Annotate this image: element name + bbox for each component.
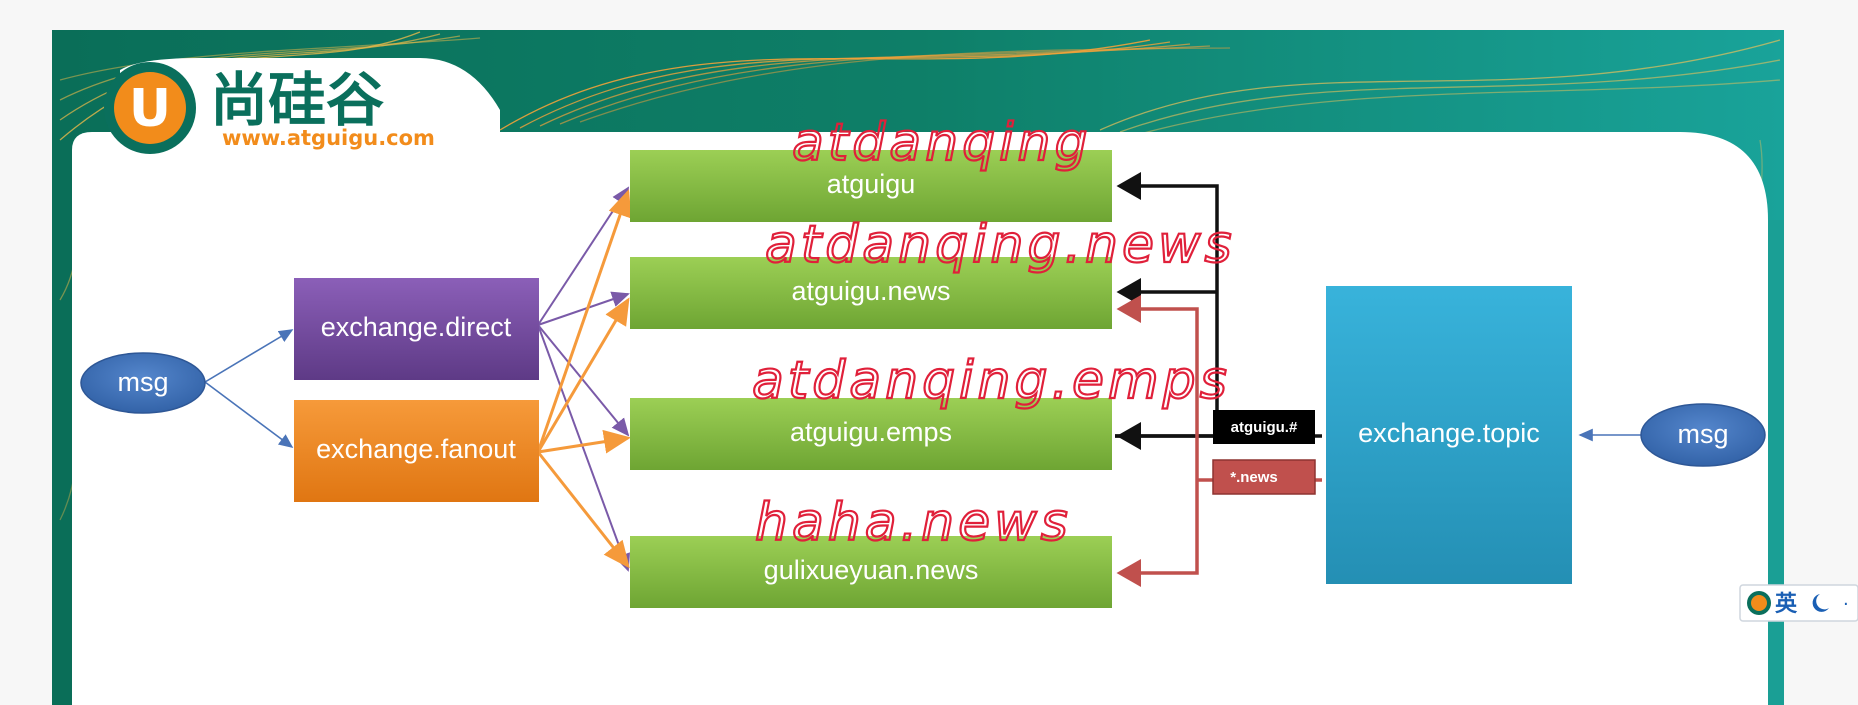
edges-fanout	[536, 189, 632, 569]
queue-atguigu-news: atguigu.news	[630, 257, 1112, 329]
logo-chinese-name: 尚硅谷	[210, 66, 384, 134]
logo-badge-letter: U	[129, 79, 171, 139]
binding-tag-label: atguigu.#	[1231, 419, 1298, 436]
exchange-direct-node: exchange.direct	[294, 278, 539, 380]
queue-label: atguigu.emps	[790, 417, 952, 447]
exchange-fanout-label: exchange.fanout	[316, 434, 516, 464]
exchange-fanout-node: exchange.fanout	[294, 400, 539, 502]
handwritten-annotations: atdanqing atdanqing.news atdanqing.emps …	[751, 112, 1236, 554]
exchange-topic-node: exchange.topic	[1326, 286, 1572, 584]
queue-label: atguigu	[827, 169, 916, 199]
annotation-haha-news: haha.news	[755, 493, 1072, 553]
binding-tag-star-news: *.news	[1212, 459, 1316, 495]
binding-tag-label: *.news	[1230, 469, 1278, 486]
annotation-atdanqing-news: atdanqing.news	[765, 215, 1236, 275]
ime-language-label: 英	[1775, 592, 1798, 617]
ime-overflow-icon: ·	[1843, 594, 1849, 615]
exchange-topic-label: exchange.topic	[1358, 418, 1540, 448]
exchange-direct-label: exchange.direct	[321, 312, 512, 342]
queue-atguigu: atguigu	[630, 150, 1112, 222]
queue-label: atguigu.news	[791, 276, 950, 306]
annotation-atdanqing: atdanqing	[792, 113, 1092, 173]
queue-gulixueyuan-news: gulixueyuan.news	[630, 536, 1112, 608]
edges-msg-left	[204, 329, 294, 448]
atguigu-logo: U 尚硅谷 www.atguigu.com	[104, 58, 500, 154]
logo-url: www.atguigu.com	[222, 126, 435, 150]
binding-tag-atguigu-hash: atguigu.#	[1213, 410, 1315, 444]
annotation-atdanqing-emps: atdanqing.emps	[752, 351, 1231, 411]
msg-left-label: msg	[117, 367, 168, 397]
queue-atguigu-emps: atguigu.emps	[630, 398, 1112, 470]
ime-indicator[interactable]: 英 ·	[1739, 584, 1858, 622]
msg-left-node: msg	[80, 352, 206, 414]
moon-icon	[1812, 594, 1829, 612]
msg-right-label: msg	[1677, 419, 1728, 449]
msg-right-node: msg	[1640, 403, 1766, 467]
queue-label: gulixueyuan.news	[764, 555, 979, 585]
